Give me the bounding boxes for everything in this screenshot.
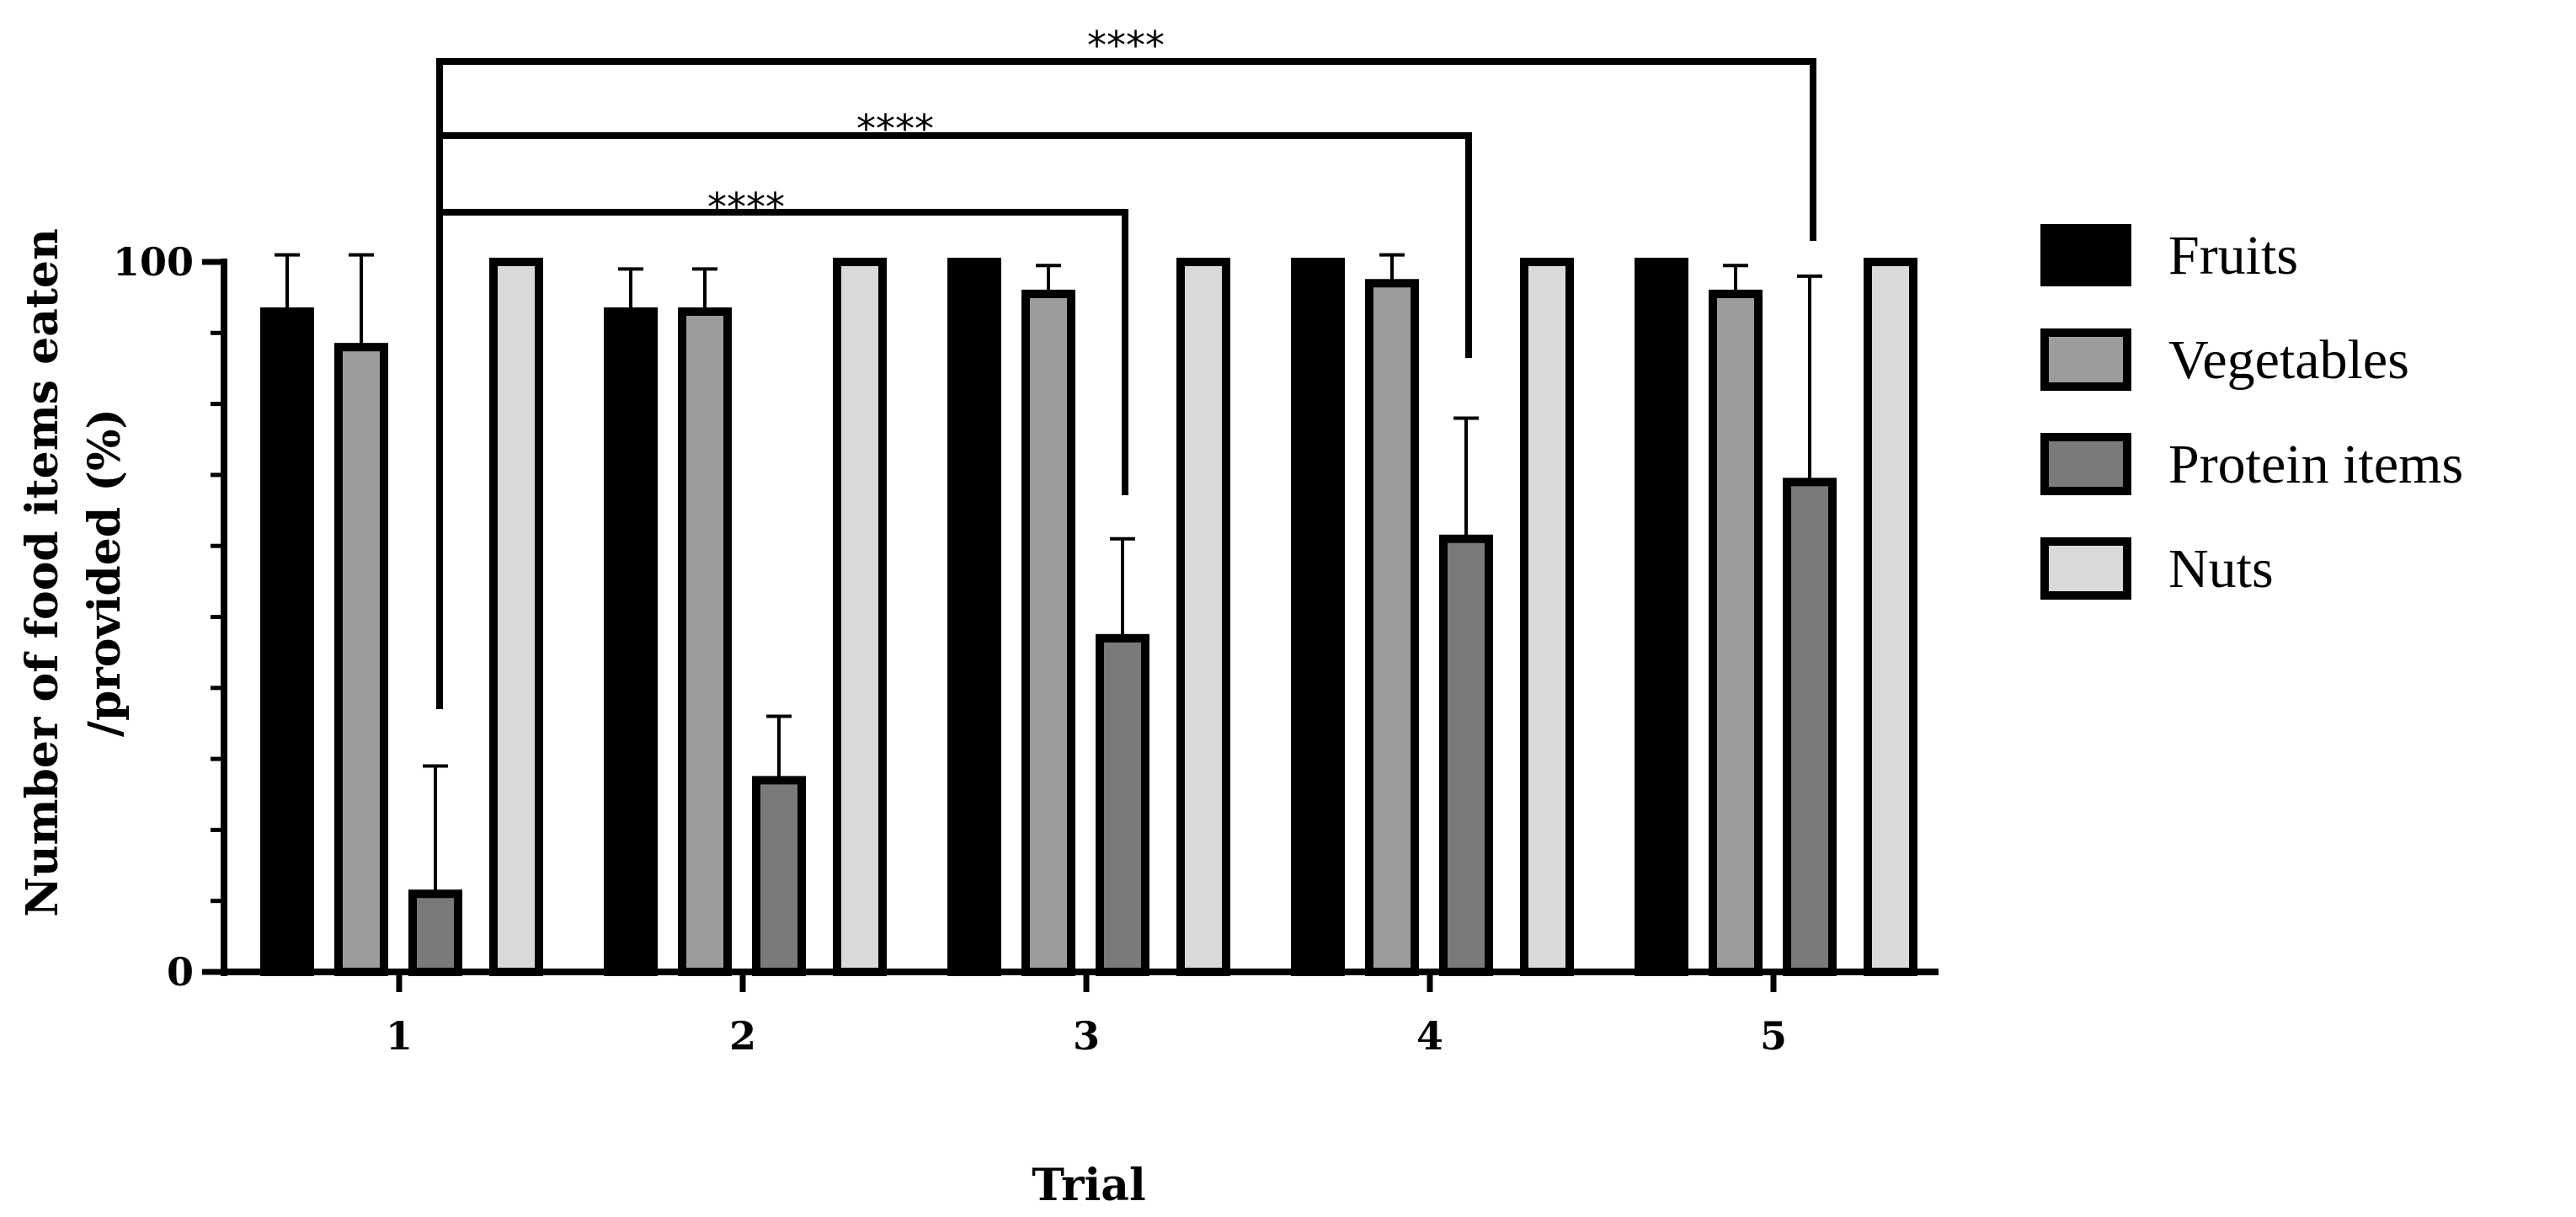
y-tick-label: 100 [113,239,194,285]
significance-label: **** [856,106,934,152]
significance-label: **** [1087,23,1165,68]
x-tick-label: 3 [1073,1013,1100,1059]
bar [260,307,314,976]
bars-layer [260,258,1917,977]
bar [1439,534,1493,976]
x-tick-label: 4 [1416,1013,1443,1059]
bar [833,258,887,976]
error-bars-layer [275,253,1822,894]
y-axis-title-line2: /provided (%) [79,408,131,737]
legend-swatch [2040,537,2131,600]
y-axis-title: Number of food items eaten /provided (%) [17,228,131,917]
y-tick-label: 0 [167,949,194,995]
axes-layer: 0 100 1 2 3 4 5 [113,239,1939,1059]
bar [1176,258,1230,976]
significance-bracket [436,58,1816,709]
legend-label: Fruits [2168,225,2298,286]
bar [334,343,388,977]
bar [408,889,462,977]
y-axis-title-line1: Number of food items eaten [17,228,68,917]
bar [1709,289,1763,976]
bar [1783,478,1837,976]
legend-label: Nuts [2168,538,2274,600]
bar [1021,289,1075,976]
x-tick-label: 1 [386,1013,413,1059]
x-axis-title: Trial [1032,1160,1146,1211]
bar [489,258,543,976]
bar [678,307,732,976]
legend: Fruits Vegetables Protein items Nuts [2040,224,2463,600]
bar [1096,633,1149,976]
bar [1291,258,1345,976]
bar [1365,279,1419,977]
bar [1864,258,1917,976]
bar [604,307,658,976]
legend-label: Vegetables [2168,329,2409,391]
significance-layer: **** **** **** [436,23,1816,709]
bar [1635,258,1688,976]
significance-label: **** [707,184,785,230]
legend-swatch [2040,224,2131,286]
legend-label: Protein items [2168,434,2463,495]
legend-swatch [2040,328,2131,391]
bar [752,776,806,977]
x-tick-label: 5 [1760,1013,1787,1059]
bar [1520,258,1574,976]
legend-swatch [2040,433,2131,495]
x-tick-label: 2 [729,1013,756,1059]
bar [947,258,1001,976]
